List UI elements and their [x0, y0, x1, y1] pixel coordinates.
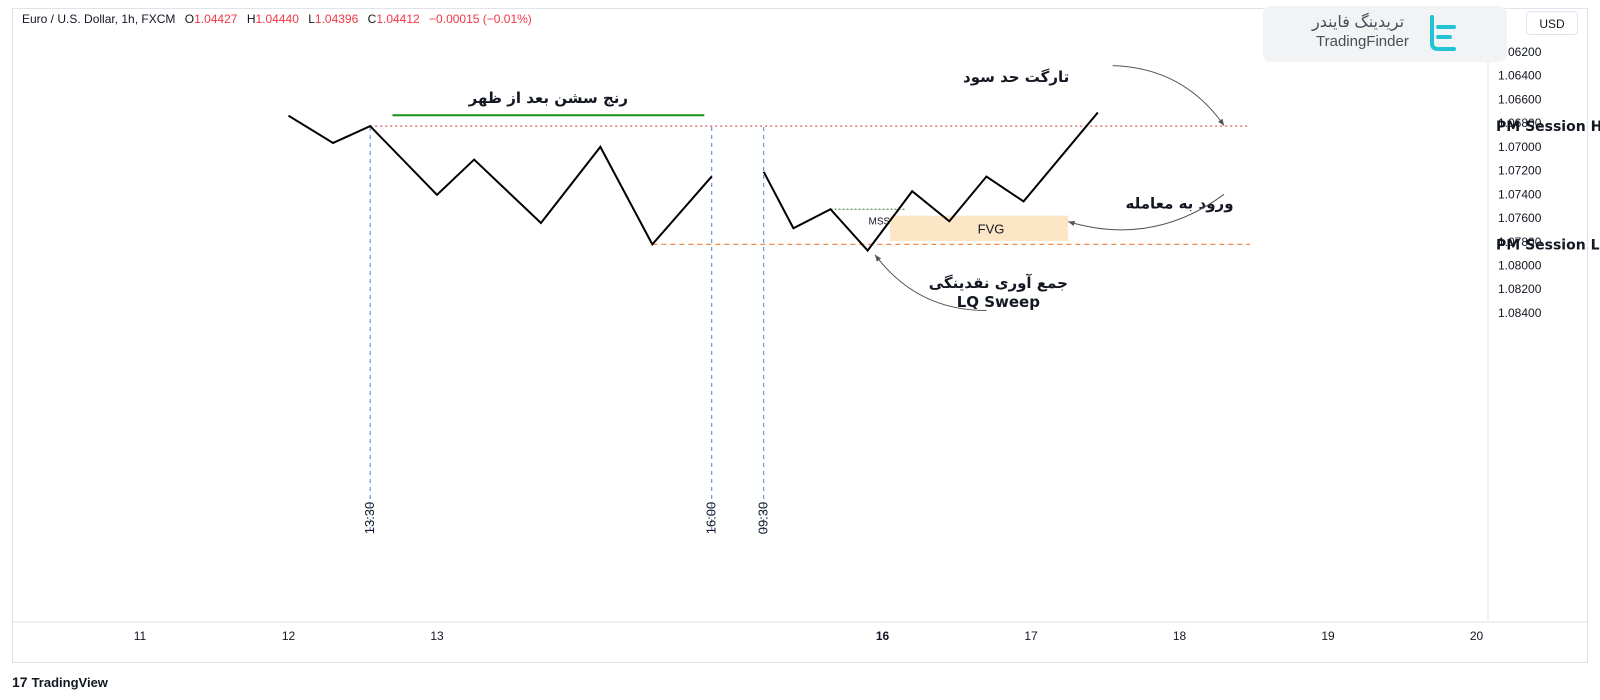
symbol-legend[interactable]: Euro / U.S. Dollar, 1h, FXCM O1.04427 H1…: [22, 12, 532, 26]
price-tick-label: 1.06200: [1498, 45, 1542, 59]
mss-label: MSS: [869, 216, 891, 227]
tradingview-label: TradingView: [31, 675, 108, 690]
annotation-arrowhead: [1068, 220, 1076, 227]
time-tick-label: 11: [134, 629, 147, 643]
session-high-label: سقف سشن بعد از ظهر/ PM Session High: [1496, 119, 1600, 135]
symbol-name[interactable]: Euro / U.S. Dollar, 1h, FXCM: [22, 12, 176, 26]
annotation-arrowhead: [1218, 118, 1225, 126]
watermark-en: TradingFinder: [1316, 33, 1409, 50]
annotation-text: ورود به معامله: [1125, 195, 1233, 213]
tradingview-logo-icon: 17: [12, 674, 28, 690]
annotation-text: LQ Sweep: [957, 293, 1041, 311]
low-label: L: [308, 12, 315, 26]
chart-levels: 13:30 16:00 09:30 رنج سشن بعد از ظهر FVG MSS س…: [362, 89, 1600, 535]
price-tick-label: 1.08400: [1498, 306, 1542, 320]
annotation-arrow: [874, 254, 987, 312]
currency-button[interactable]: USD: [1526, 11, 1578, 35]
tradingview-footer[interactable]: 17 TradingView: [12, 674, 108, 690]
price-tick-label: 1.07000: [1498, 140, 1542, 154]
annotation-text: تارگت حد سود: [963, 68, 1069, 86]
range-bar-label: رنج سشن بعد از ظهر: [468, 89, 628, 107]
chart-axes: 1.06200 1.06400 1.06600 1.06800 1.07000 1.072…: [134, 45, 1542, 643]
session-time-label: 13:30: [362, 502, 377, 535]
annotation-text: جمع آوری نقدینگی: [929, 274, 1068, 292]
price-line-2: [762, 111, 1099, 253]
price-tick-label: 1.06800: [1498, 116, 1542, 130]
annotation-arrowhead: [875, 254, 882, 262]
close-value: 1.04412: [376, 12, 420, 26]
time-tick-label: 18: [1173, 629, 1187, 643]
chart-frame: [12, 8, 1588, 663]
price-line-1: [287, 114, 713, 247]
fvg-label: FVG: [978, 221, 1005, 236]
watermark-box: [1263, 6, 1507, 62]
open-value: 1.04427: [194, 12, 238, 26]
time-tick-label: 16: [876, 629, 890, 643]
price-series: [287, 111, 1099, 253]
chart-grid: [12, 8, 1588, 623]
low-value: 1.04396: [314, 12, 359, 26]
close-label: C: [367, 12, 377, 26]
time-tick-label: 20: [1470, 629, 1484, 643]
price-tick-label: 1.06400: [1498, 69, 1542, 83]
price-tick-label: 1.07800: [1498, 235, 1542, 249]
price-tick-label: 1.07600: [1498, 211, 1542, 225]
open-label: O: [184, 12, 195, 26]
price-tick-label: 1.08200: [1498, 282, 1542, 296]
fvg-zone: [889, 215, 1069, 241]
time-tick-label: 13: [430, 629, 444, 643]
change-value: −0.00015 (−0.01%): [429, 12, 532, 26]
annotation-arrow: [1067, 193, 1225, 231]
price-tick-label: 1.06600: [1498, 92, 1542, 106]
time-tick-label: 17: [1024, 629, 1038, 643]
price-tick-label: 1.07200: [1498, 164, 1542, 178]
session-low-label: کف سشن بعد از ظهر/PM Session Low: [1496, 237, 1600, 253]
time-tick-label: 12: [282, 629, 296, 643]
price-tick-label: 1.08000: [1498, 258, 1542, 272]
chart-annotations: تارگت حد سود ورود به معامله جمع آوری نقدین…: [874, 65, 1234, 312]
high-value: 1.04440: [255, 12, 299, 26]
price-tick-label: 1.07400: [1498, 187, 1542, 201]
session-time-label: 16:00: [704, 502, 719, 535]
time-tick-label: 19: [1321, 629, 1335, 643]
session-time-label: 09:30: [756, 502, 771, 535]
high-label: H: [246, 12, 256, 26]
watermark-fa: تریدینگ فایندر: [1312, 14, 1405, 31]
annotation-arrow: [1112, 65, 1225, 126]
tradingfinder-logo-icon: [1430, 15, 1456, 51]
